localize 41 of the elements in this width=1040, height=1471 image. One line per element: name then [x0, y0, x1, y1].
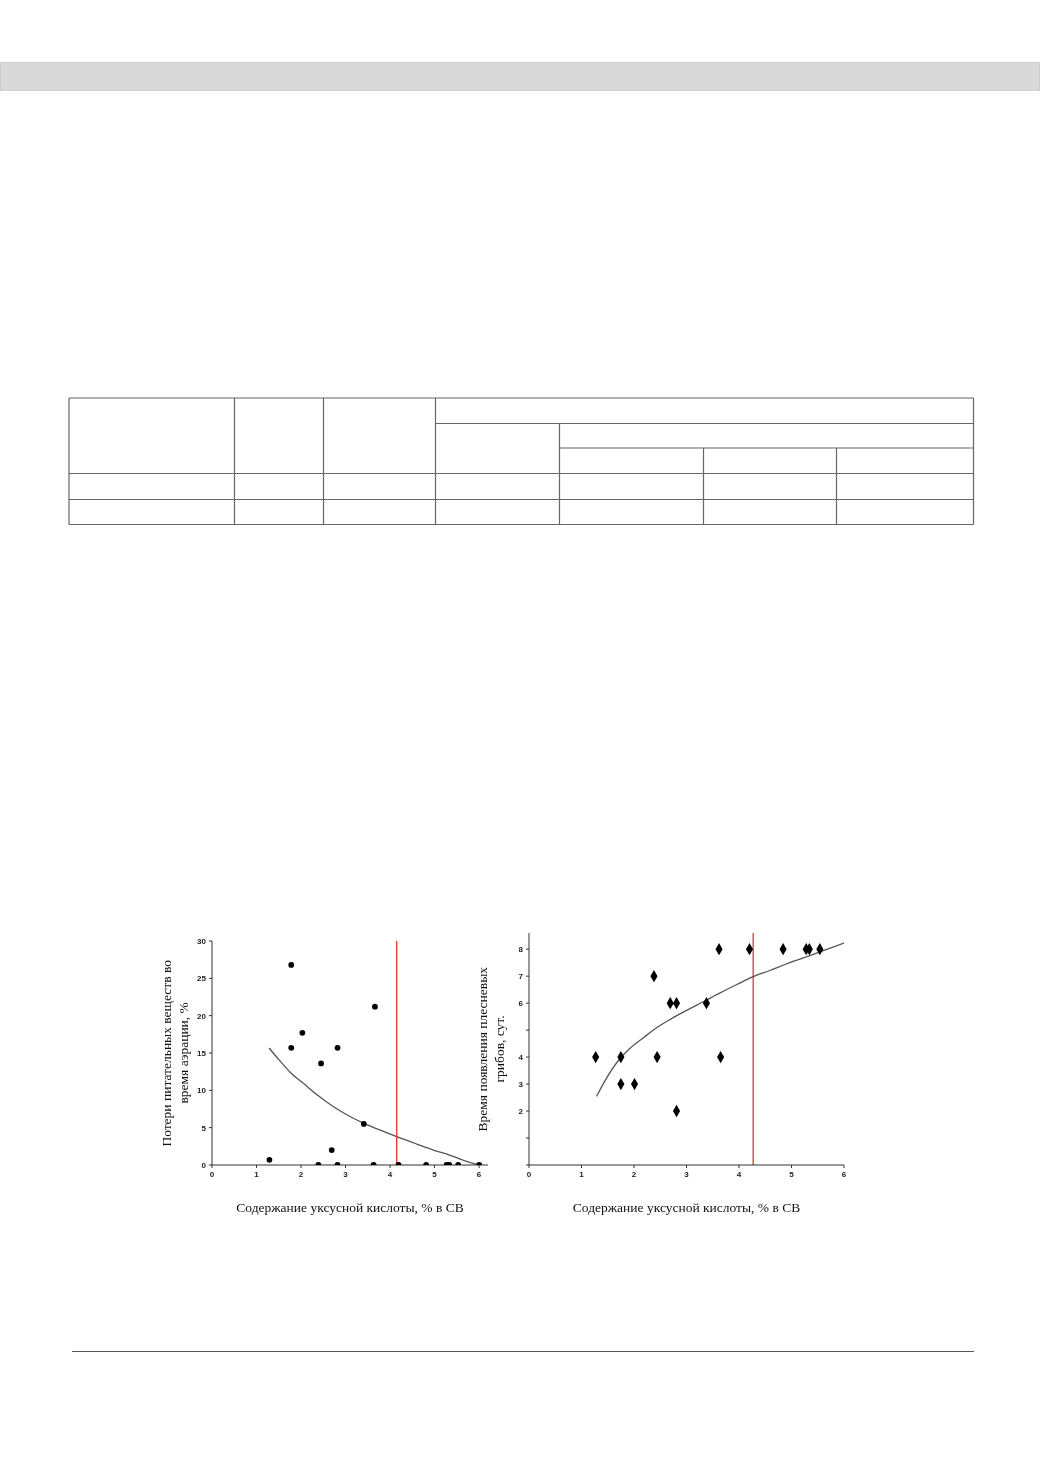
x-tick-label: 2	[631, 1169, 637, 1179]
x-tick-label: 0	[209, 1169, 215, 1179]
x-tick-label: 4	[736, 1169, 742, 1179]
x-tick-label: 4	[387, 1169, 393, 1179]
y-axis-title: Потери питательных веществ во время аэрации, %	[158, 959, 192, 1147]
y-tick-label: 30	[197, 936, 207, 946]
line-series	[596, 942, 844, 1097]
point	[360, 1121, 367, 1127]
y-tick-label: 8	[518, 945, 524, 955]
x-tick-label: 2	[298, 1169, 304, 1179]
point	[334, 1044, 341, 1051]
y-tick-label: 7	[518, 972, 524, 981]
y-tick-label: 5	[201, 1123, 207, 1133]
x-axis-title: Содержание уксусной кислоты, % в СВ	[571, 1200, 802, 1216]
x-tick-label: 0	[526, 1169, 532, 1179]
y-tick-label: 10	[197, 1086, 207, 1096]
x-tick-label: 1	[254, 1169, 260, 1179]
point	[328, 1147, 335, 1153]
y-axis-title: Время появления плесневых грибов, сут.	[474, 966, 508, 1132]
x-tick-label: 1	[579, 1169, 585, 1179]
y-tick-label: 25	[197, 974, 207, 984]
y-tick-label: 6	[518, 998, 524, 1008]
point	[288, 1044, 295, 1051]
x-tick-label: 5	[789, 1169, 795, 1179]
y-tick-label: 15	[197, 1048, 207, 1058]
y-tick-label: 20	[197, 1011, 207, 1021]
y-tick-label: 4	[518, 1052, 524, 1062]
x-tick-label: 6	[476, 1169, 482, 1179]
point	[299, 1029, 306, 1036]
point	[318, 1060, 324, 1067]
point	[266, 1156, 273, 1163]
x-tick-label: 3	[343, 1169, 349, 1179]
x-tick-label: 6	[841, 1169, 847, 1179]
y-tick-label: 2	[518, 1106, 524, 1116]
x-axis-title: Содержание уксусной кислоты, % в СВ	[235, 1200, 465, 1216]
x-tick-label: 5	[432, 1169, 438, 1179]
point	[288, 962, 295, 968]
point	[372, 1003, 378, 1010]
x-tick-label: 3	[684, 1169, 690, 1179]
y-tick-label: 3	[518, 1079, 524, 1089]
y-tick-label: 0	[201, 1160, 207, 1170]
